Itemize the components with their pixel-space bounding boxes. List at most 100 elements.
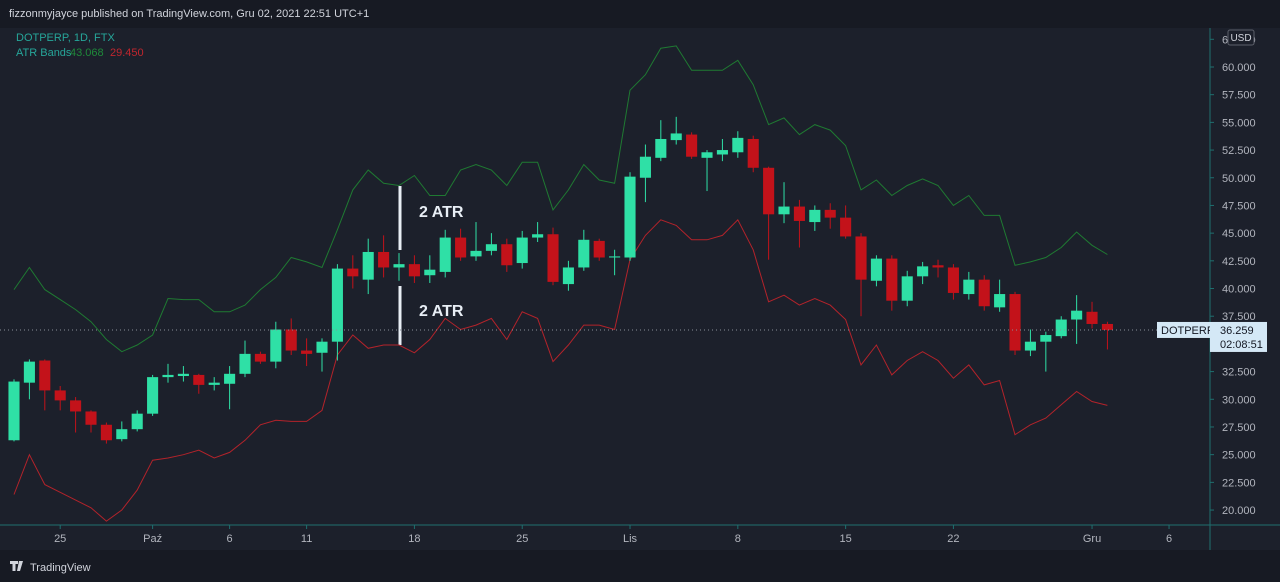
- y-tick-label: 37.500: [1222, 311, 1256, 323]
- candle-body: [100, 424, 112, 441]
- candle-body: [162, 374, 174, 378]
- x-tick-label: 18: [408, 533, 420, 545]
- candle-body: [239, 353, 251, 374]
- annotation: 2 ATR: [419, 303, 464, 320]
- candle-body: [747, 138, 759, 168]
- x-tick-label: 11: [301, 533, 312, 545]
- x-tick-label: 6: [227, 533, 233, 545]
- candle-body: [378, 251, 390, 268]
- y-tick-label: 50.000: [1222, 173, 1256, 185]
- candle-body: [1055, 319, 1067, 337]
- candle-body: [301, 350, 313, 354]
- y-tick-label: 55.000: [1222, 117, 1256, 129]
- x-tick-label: 15: [839, 533, 851, 545]
- candle-body: [316, 341, 328, 353]
- candle-body: [947, 267, 959, 293]
- y-tick-label: 25.000: [1222, 450, 1256, 462]
- candle-body: [870, 258, 882, 281]
- y-tick-label: 30.000: [1222, 394, 1256, 406]
- candle-body: [147, 377, 159, 414]
- candle-body: [224, 373, 236, 384]
- annotation: 2 ATR: [419, 204, 464, 221]
- band-line: [13, 218, 1108, 522]
- candle-body: [485, 244, 497, 251]
- candle-body: [331, 268, 343, 342]
- y-tick-label: 32.500: [1222, 367, 1256, 379]
- candle-body: [609, 256, 621, 258]
- price-label-box: [1210, 321, 1267, 352]
- price-tag-box: [1157, 321, 1210, 338]
- candle-body: [732, 137, 744, 153]
- candle-body: [408, 264, 420, 277]
- legend-indicator: ATR Bands: [16, 47, 72, 59]
- footer-bar: [0, 550, 1280, 582]
- candle-body: [532, 234, 544, 238]
- x-tick-label: 25: [516, 533, 528, 545]
- candle-body: [793, 206, 805, 221]
- candle-body: [547, 234, 559, 282]
- candle-body: [670, 133, 682, 141]
- candle-body: [1009, 294, 1021, 351]
- candle-body: [1101, 323, 1113, 330]
- x-tick-label: 8: [735, 533, 741, 545]
- candle-body: [963, 279, 975, 295]
- candle-body: [840, 217, 852, 237]
- currency-badge: [1227, 29, 1255, 46]
- candle-body: [562, 267, 574, 285]
- plot: [8, 45, 1113, 522]
- candle-body: [8, 381, 20, 441]
- y-tick-label: 45.000: [1222, 228, 1256, 240]
- candle-body: [932, 265, 944, 268]
- candle-body: [270, 329, 282, 362]
- candle-body: [824, 209, 836, 218]
- candle-body: [578, 239, 590, 268]
- candle-body: [424, 269, 436, 276]
- candle-body: [655, 138, 667, 158]
- candle-body: [439, 237, 451, 272]
- y-tick-label: 42.500: [1222, 256, 1256, 268]
- candle-body: [917, 266, 929, 277]
- x-tick-label: 6: [1166, 533, 1172, 545]
- candle-body: [516, 237, 528, 264]
- candle-body: [501, 244, 513, 266]
- candle-body: [886, 258, 898, 301]
- candle-body: [901, 276, 913, 301]
- currency-label: USD: [1230, 33, 1251, 44]
- candle-body: [177, 373, 189, 377]
- candle-body: [1024, 341, 1036, 351]
- candle-body: [994, 294, 1006, 308]
- candle-body: [70, 400, 82, 412]
- x-tick-label: Lis: [623, 533, 638, 545]
- y-tick-label: 40.000: [1222, 284, 1256, 296]
- brand-text: TradingView: [30, 562, 91, 574]
- candle-body: [208, 382, 220, 385]
- candle-body: [809, 209, 821, 223]
- legend-upper-value: 43.068: [70, 47, 104, 59]
- candle-body: [54, 390, 66, 401]
- candle-body: [701, 152, 713, 158]
- candle-body: [470, 250, 482, 257]
- x-tick-label: 25: [54, 533, 66, 545]
- candle-body: [1086, 311, 1098, 324]
- price-tag-symbol: DOTPERP: [1161, 325, 1214, 337]
- candle-body: [347, 268, 359, 277]
- y-tick-label: 20.000: [1222, 505, 1256, 517]
- candle-body: [624, 176, 636, 258]
- candle-body: [778, 206, 790, 215]
- candle-body: [193, 374, 205, 385]
- y-tick-label: 47.500: [1222, 200, 1256, 212]
- countdown: 02:08:51: [1220, 339, 1263, 351]
- candle-body: [978, 279, 990, 307]
- candle-body: [1040, 335, 1052, 342]
- candle-body: [1071, 310, 1083, 320]
- price-label: 36.259: [1220, 325, 1254, 337]
- band-line: [13, 45, 1108, 353]
- candle-body: [285, 329, 297, 351]
- candle-body: [716, 150, 728, 155]
- candle-body: [639, 156, 651, 178]
- header-text: fizzonmyjayce published on TradingView.c…: [9, 8, 369, 20]
- x-tick-label: 22: [947, 533, 959, 545]
- y-tick-label: 52.500: [1222, 145, 1256, 157]
